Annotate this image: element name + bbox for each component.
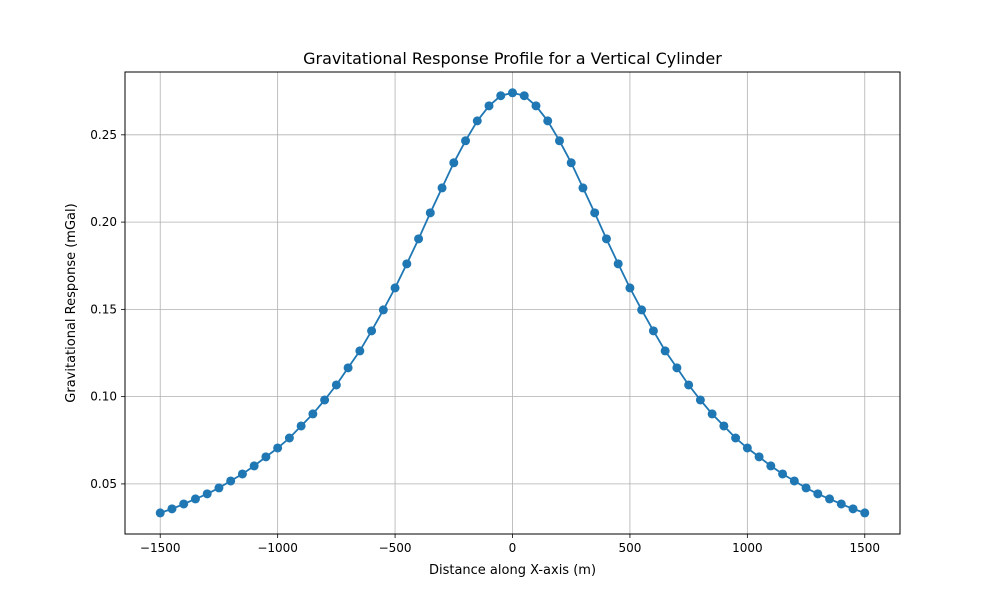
chart-title: Gravitational Response Profile for a Ver… bbox=[303, 49, 722, 68]
data-point bbox=[613, 259, 623, 269]
data-point bbox=[648, 326, 658, 336]
data-point bbox=[378, 305, 388, 315]
data-point bbox=[566, 158, 576, 168]
data-point bbox=[590, 208, 600, 218]
data-point bbox=[402, 259, 412, 269]
data-point bbox=[778, 469, 788, 479]
data-point bbox=[367, 326, 377, 336]
data-point bbox=[508, 88, 517, 98]
data-point bbox=[449, 158, 459, 168]
data-point bbox=[801, 483, 811, 493]
data-point bbox=[531, 101, 541, 111]
data-point bbox=[719, 421, 729, 431]
y-tick-label: 0.10 bbox=[90, 390, 117, 404]
data-point bbox=[296, 421, 306, 431]
x-axis-label: Distance along X-axis (m) bbox=[429, 563, 596, 578]
data-point bbox=[390, 283, 400, 293]
data-point bbox=[355, 346, 365, 356]
data-point bbox=[461, 136, 471, 146]
ticks: −1500 −1000 −500 0 500 1000 1500 0.05 0.10 0.15 0.… bbox=[90, 128, 880, 555]
data-point bbox=[425, 208, 435, 218]
x-tick-label: −500 bbox=[379, 541, 412, 555]
data-point bbox=[601, 234, 611, 244]
x-tick-label: 0 bbox=[509, 541, 517, 555]
data-point bbox=[437, 183, 447, 193]
data-point bbox=[414, 234, 424, 244]
data-point bbox=[695, 395, 705, 405]
grid bbox=[125, 72, 900, 534]
data-point bbox=[848, 504, 858, 514]
data-point bbox=[625, 283, 635, 293]
data-point bbox=[496, 91, 506, 101]
data-point bbox=[214, 483, 224, 493]
data-point bbox=[273, 443, 283, 453]
y-tick-label: 0.20 bbox=[90, 215, 117, 229]
data-point bbox=[179, 499, 189, 509]
data-point bbox=[789, 476, 799, 486]
data-point bbox=[343, 363, 353, 373]
data-point bbox=[249, 461, 259, 471]
data-point bbox=[226, 476, 236, 486]
data-point bbox=[190, 494, 200, 504]
data-point bbox=[578, 183, 588, 193]
data-point bbox=[836, 499, 846, 509]
data-point bbox=[331, 380, 341, 390]
data-point bbox=[554, 136, 564, 146]
y-tick-label: 0.25 bbox=[90, 128, 117, 142]
data-point bbox=[766, 461, 776, 471]
data-point bbox=[484, 101, 494, 111]
data-point bbox=[155, 508, 165, 518]
x-tick-label: −1500 bbox=[140, 541, 181, 555]
data-point bbox=[707, 409, 717, 419]
data-point bbox=[672, 363, 682, 373]
data-point bbox=[660, 346, 670, 356]
data-point bbox=[754, 452, 764, 462]
data-point bbox=[825, 494, 835, 504]
data-point bbox=[543, 116, 553, 126]
data-point bbox=[261, 452, 271, 462]
data-point bbox=[860, 508, 870, 518]
data-point bbox=[813, 489, 823, 499]
x-tick-label: −1000 bbox=[257, 541, 298, 555]
data-point bbox=[684, 380, 694, 390]
data-point bbox=[472, 116, 482, 126]
data-point bbox=[308, 409, 318, 419]
data-point bbox=[167, 504, 177, 514]
data-point bbox=[731, 433, 741, 443]
data-point bbox=[742, 443, 752, 453]
y-axis-label: Gravitational Response (mGal) bbox=[64, 203, 79, 402]
data-point bbox=[237, 469, 247, 479]
data-point bbox=[202, 489, 212, 499]
x-tick-label: 1500 bbox=[849, 541, 880, 555]
x-tick-label: 1000 bbox=[732, 541, 763, 555]
x-tick-label: 500 bbox=[618, 541, 641, 555]
data-point bbox=[637, 305, 647, 315]
y-tick-label: 0.05 bbox=[90, 477, 117, 491]
series bbox=[155, 88, 870, 518]
data-point bbox=[320, 395, 330, 405]
data-point bbox=[519, 91, 529, 101]
data-point bbox=[284, 433, 294, 443]
y-tick-label: 0.15 bbox=[90, 302, 117, 316]
